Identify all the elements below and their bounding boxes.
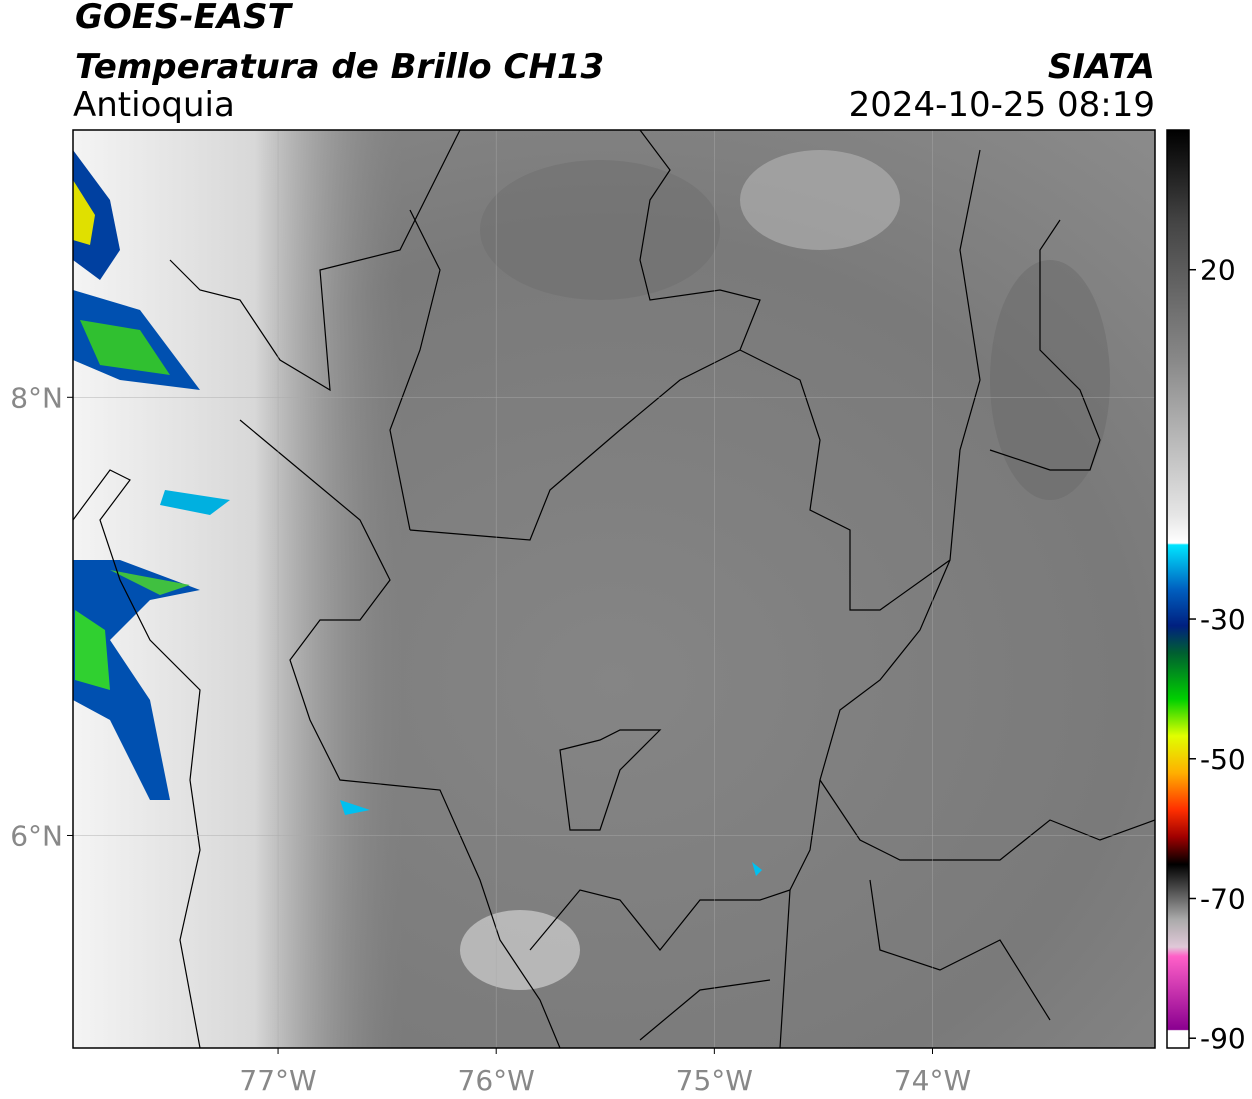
source: SIATA: [1048, 47, 1155, 87]
colorbar-tick-label: 20: [1200, 254, 1236, 287]
gridlines: [73, 130, 1155, 1048]
x-tick-label: 74°W: [894, 1064, 971, 1097]
x-tick-label: 77°W: [239, 1064, 316, 1097]
title: GOES-EAST: [75, 0, 294, 37]
y-tick-label: 6°N: [10, 819, 63, 852]
subtitle: Temperatura de Brillo CH13: [75, 47, 604, 87]
colorbar: [1166, 129, 1190, 1049]
colorbar-tick-label: -90: [1200, 1022, 1246, 1055]
colorbar-tick-label: -30: [1200, 603, 1246, 636]
y-tick-label: 8°N: [10, 381, 63, 414]
map-image: [73, 130, 1155, 1048]
colorbar-tick-label: -70: [1200, 882, 1246, 915]
map-frame: [72, 129, 1156, 1049]
x-tick-label: 76°W: [458, 1064, 535, 1097]
region: Antioquia: [73, 85, 235, 125]
colorbar-tick-label: -50: [1200, 743, 1246, 776]
datetime: 2024-10-25 08:19: [849, 85, 1155, 125]
x-tick-label: 75°W: [676, 1064, 753, 1097]
